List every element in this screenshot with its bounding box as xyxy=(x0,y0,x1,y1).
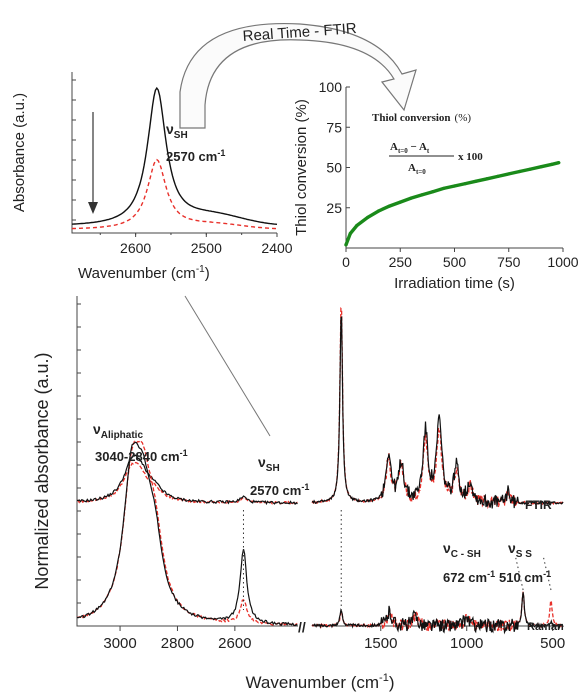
spectra-annotation-nu: νC - SH xyxy=(443,540,481,560)
inset-x-tick-label: 2600 xyxy=(120,240,151,256)
curved-arrow: Real Time - FTIR xyxy=(179,20,417,129)
spectra-y-label: Normalized absorbance (a.u.) xyxy=(32,352,52,589)
spectra-x-tick-label: 1500 xyxy=(364,635,397,652)
inset-series-red_series xyxy=(71,158,278,230)
conversion-y-label: Thiol conversion (%) xyxy=(293,99,310,236)
inset-sh-band-chart: 2600 2500 2400 Wavenumber (cm-1) Absorbance … xyxy=(11,72,293,282)
spectra-x-label: Wavenumber (cm-1) xyxy=(246,672,395,692)
raman-label: Raman xyxy=(527,621,564,633)
spectra-annotation-value: 510 cm-1 xyxy=(499,569,551,585)
ftir-label: FTIR xyxy=(525,498,552,512)
conversion-point xyxy=(420,193,424,197)
conversion-x-tick-label: 500 xyxy=(443,254,467,270)
spectra-ftir-black xyxy=(76,315,564,509)
conversion-x-tick-label: 250 xyxy=(389,254,413,270)
spectra-annotation-nu: νSH xyxy=(258,454,280,474)
conversion-point xyxy=(539,165,543,169)
conversion-point xyxy=(518,169,522,174)
spectra-x-tick-label: 2800 xyxy=(161,635,194,652)
conversion-point xyxy=(387,204,391,208)
peak-guide-line xyxy=(514,554,524,591)
conversion-point xyxy=(442,186,446,191)
spectra-annotation-value: 2570 cm-1 xyxy=(250,482,309,498)
conversion-point xyxy=(528,167,533,171)
inset-x-tick-label: 2500 xyxy=(191,240,222,256)
spectra-annotation-nu: νS S xyxy=(508,540,532,560)
conversion-x-label: Irradiation time (s) xyxy=(394,275,515,292)
spectra-x-tick-label: 2600 xyxy=(218,635,251,652)
conversion-point xyxy=(463,182,467,186)
spectra-raman-red xyxy=(76,439,564,633)
conversion-series-line xyxy=(344,161,561,247)
conversion-point xyxy=(344,243,348,247)
peak-guide-line xyxy=(542,554,552,591)
conversion-point xyxy=(409,196,413,200)
conversion-x-tick-label: 1000 xyxy=(547,254,578,270)
inset-annotation-nu: νSH xyxy=(166,121,188,141)
conversion-point xyxy=(557,161,561,165)
conversion-point xyxy=(550,162,554,166)
spectra-annotation-value: 672 cm-1 xyxy=(443,569,495,585)
inset-x-tick-label: 2400 xyxy=(261,240,292,256)
inset-x-label: Wavenumber (cm-1) xyxy=(78,264,210,282)
zoom-connector-line xyxy=(184,295,271,437)
conversion-point xyxy=(355,223,359,228)
conversion-y-tick-label: 100 xyxy=(319,79,343,95)
conversion-point xyxy=(376,209,381,213)
spectra-x-tick-label: 1000 xyxy=(450,635,483,652)
spectra-axes-left xyxy=(76,296,298,627)
inset-y-label: Absorbance (a.u.) xyxy=(11,93,28,212)
spectra-annotation-value: 3040-2840 cm-1 xyxy=(95,448,188,464)
conversion-y-tick-label: 75 xyxy=(326,119,342,135)
conversion-point xyxy=(474,179,478,183)
conversion-point xyxy=(348,231,352,236)
ftir-raman-chart: // 3000 2800 2600 1500 1000 500 FTIR Raman νAliph… xyxy=(32,295,565,692)
conversion-x-tick-label: 750 xyxy=(497,254,521,270)
conversion-point xyxy=(398,200,402,204)
formula-denominator: At=0 xyxy=(408,162,426,176)
conversion-point xyxy=(496,174,500,178)
conversion-point xyxy=(452,184,457,188)
formula-times: x 100 xyxy=(458,151,483,163)
conversion-title: Thiol conversion (%) xyxy=(372,112,471,124)
decrease-arrow-head xyxy=(88,202,98,214)
inset-series-black_series xyxy=(71,86,278,225)
curved-arrow-shape xyxy=(179,22,417,129)
spectra-raman-black xyxy=(76,441,564,635)
conversion-x-tick-label: 0 xyxy=(342,254,350,270)
spectra-annotation-nu: νAliphatic xyxy=(93,421,143,441)
formula-numerator: At=0 − At xyxy=(390,141,430,155)
axis-break: // xyxy=(298,619,306,635)
conversion-point xyxy=(366,215,370,220)
spectra-x-tick-label: 3000 xyxy=(103,635,136,652)
inset-axes xyxy=(71,72,277,234)
spectra-x-tick-label: 500 xyxy=(540,635,565,652)
conversion-point xyxy=(485,177,489,181)
conversion-y-tick-label: 25 xyxy=(326,200,342,216)
conversion-y-tick-label: 50 xyxy=(326,160,342,176)
inset-annotation-value: 2570 cm-1 xyxy=(166,148,225,164)
conversion-point xyxy=(507,172,511,176)
conversion-point xyxy=(431,190,435,194)
